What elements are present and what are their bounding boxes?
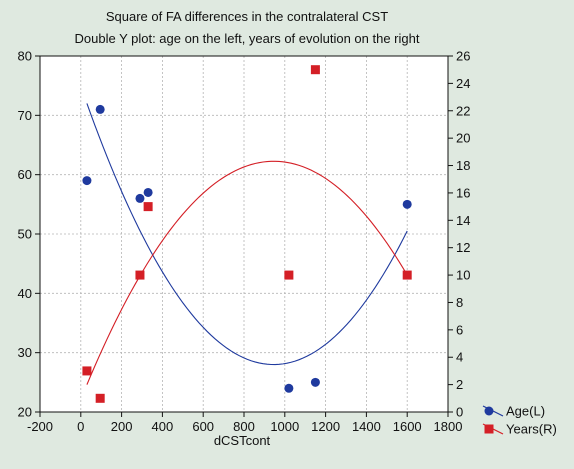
x-tick-label-0: -200 — [27, 419, 53, 434]
x-tick-label-7: 1200 — [311, 419, 340, 434]
y-right-tick-label-7: 14 — [456, 213, 470, 228]
point-agel-3 — [143, 187, 153, 197]
point-yearsr-6 — [402, 270, 412, 280]
y-right-tick-label-0: 0 — [456, 405, 463, 420]
x-tick-label-6: 1000 — [270, 419, 299, 434]
y-left-tick-label-2: 40 — [18, 286, 32, 301]
y-right-tick-label-6: 12 — [456, 240, 470, 255]
point-agel-6 — [402, 199, 412, 209]
y-right-tick-label-9: 18 — [456, 158, 470, 173]
x-tick-label-4: 600 — [192, 419, 214, 434]
x-tick-label-5: 800 — [233, 419, 255, 434]
y-right-tick-label-10: 20 — [456, 131, 470, 146]
legend-marker-1 — [484, 424, 494, 434]
x-axis-label: dCSTcont — [214, 433, 271, 448]
point-agel-5 — [310, 377, 320, 387]
point-agel-2 — [135, 193, 145, 203]
x-tick-label-8: 1400 — [352, 419, 381, 434]
plot-area: -200 0 200 400 600 800 1000 1200 1400 1600 1800203… — [18, 49, 471, 435]
y-left-tick-label-0: 20 — [18, 405, 32, 420]
y-right-tick-label-13: 26 — [456, 49, 470, 64]
point-yearsr-0 — [82, 366, 92, 376]
y-right-tick-label-2: 4 — [456, 350, 463, 365]
point-yearsr-4 — [284, 270, 294, 280]
y-left-tick-label-6: 80 — [18, 49, 32, 64]
legend-label-1: Years(R) — [506, 422, 557, 437]
point-yearsr-2 — [135, 270, 145, 280]
point-agel-0 — [82, 176, 92, 186]
x-tick-label-2: 200 — [111, 419, 133, 434]
y-right-tick-label-11: 22 — [456, 103, 470, 118]
y-left-tick-label-3: 50 — [18, 227, 32, 242]
point-yearsr-3 — [143, 202, 153, 212]
x-tick-label-3: 400 — [152, 419, 174, 434]
y-left-tick-label-4: 60 — [18, 167, 32, 182]
point-agel-1 — [95, 104, 105, 114]
y-left-tick-label-5: 70 — [18, 108, 32, 123]
x-tick-label-1: 0 — [77, 419, 84, 434]
x-tick-label-9: 1600 — [393, 419, 422, 434]
x-tick-label-10: 1800 — [434, 419, 463, 434]
chart-subtitle: Double Y plot: age on the left, years of… — [75, 31, 420, 46]
y-right-tick-label-8: 16 — [456, 185, 470, 200]
y-right-tick-label-3: 6 — [456, 322, 463, 337]
point-yearsr-1 — [95, 393, 105, 403]
point-yearsr-5 — [310, 65, 320, 75]
y-right-tick-label-4: 8 — [456, 295, 463, 310]
legend-marker-0 — [484, 406, 494, 416]
chart-title: Square of FA differences in the contrala… — [106, 9, 388, 24]
fit-curve-agel — [86, 103, 408, 366]
y-right-tick-label-5: 10 — [456, 268, 470, 283]
y-left-tick-label-1: 30 — [18, 345, 32, 360]
legend: Age(L) Years(R) — [482, 404, 557, 437]
legend-label-0: Age(L) — [506, 404, 545, 419]
y-right-tick-label-12: 24 — [456, 76, 470, 91]
point-agel-4 — [284, 383, 294, 393]
y-right-tick-label-1: 2 — [456, 377, 463, 392]
